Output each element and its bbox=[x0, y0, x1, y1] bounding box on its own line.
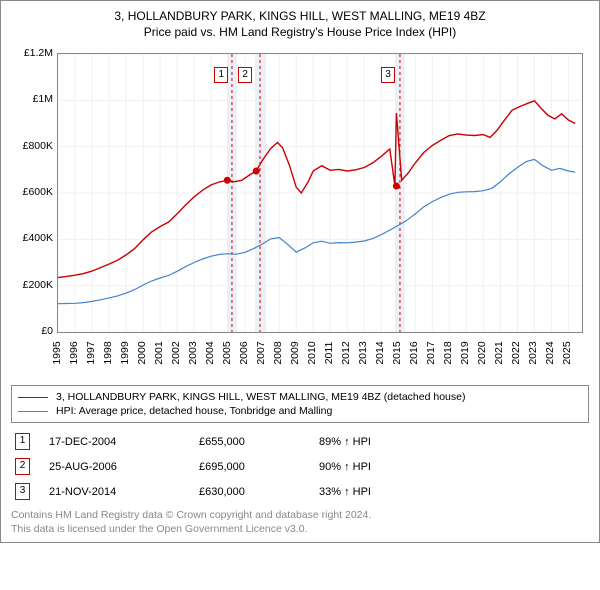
event-id-box: 3 bbox=[15, 483, 30, 500]
x-tick-label: 2024 bbox=[544, 341, 556, 364]
event-price: £655,000 bbox=[199, 436, 309, 448]
y-tick-label: £1M bbox=[11, 93, 53, 105]
x-tick-label: 1998 bbox=[102, 341, 114, 364]
x-tick-label: 2011 bbox=[323, 342, 335, 365]
legend-label: HPI: Average price, detached house, Tonb… bbox=[56, 405, 332, 417]
legend-swatch bbox=[18, 397, 48, 398]
event-price: £695,000 bbox=[199, 461, 309, 473]
x-tick-label: 2016 bbox=[408, 341, 420, 364]
events-table: 1 17-DEC-2004 £655,000 89% ↑ HPI 2 25-AUG-200… bbox=[11, 429, 589, 504]
x-tick-label: 2005 bbox=[221, 341, 233, 364]
sale-dot bbox=[224, 177, 231, 184]
legend-row: 3, HOLLANDBURY PARK, KINGS HILL, WEST MA… bbox=[18, 390, 582, 404]
x-tick-label: 2006 bbox=[238, 341, 250, 364]
y-tick-label: £800K bbox=[11, 140, 53, 152]
event-row: 3 21-NOV-2014 £630,000 33% ↑ HPI bbox=[11, 479, 589, 504]
y-tick-label: £1.2M bbox=[11, 47, 53, 59]
event-date: 21-NOV-2014 bbox=[49, 486, 189, 498]
event-row: 2 25-AUG-2006 £695,000 90% ↑ HPI bbox=[11, 454, 589, 479]
footer-line-1: Contains HM Land Registry data © Crown c… bbox=[11, 508, 589, 522]
event-date: 25-AUG-2006 bbox=[49, 461, 189, 473]
x-tick-label: 2017 bbox=[425, 341, 437, 364]
chart-title: 3, HOLLANDBURY PARK, KINGS HILL, WEST MA… bbox=[11, 9, 589, 23]
event-marker-2: 2 bbox=[238, 67, 252, 83]
sale-dot bbox=[393, 183, 400, 190]
x-tick-label: 2001 bbox=[153, 341, 165, 364]
x-tick-label: 1999 bbox=[119, 341, 131, 364]
sale-dot bbox=[253, 167, 260, 174]
footer-line-2: This data is licensed under the Open Gov… bbox=[11, 522, 589, 536]
x-tick-label: 2003 bbox=[187, 341, 199, 364]
x-tick-label: 2010 bbox=[306, 341, 318, 364]
event-marker-1: 1 bbox=[214, 67, 228, 83]
x-tick-label: 2013 bbox=[357, 341, 369, 364]
plot-region: 12 3 bbox=[57, 53, 583, 333]
x-tick-label: 2002 bbox=[170, 341, 182, 364]
chart-card: 3, HOLLANDBURY PARK, KINGS HILL, WEST MA… bbox=[0, 0, 600, 543]
y-tick-label: £600K bbox=[11, 186, 53, 198]
x-tick-label: 2020 bbox=[476, 341, 488, 364]
x-tick-label: 2019 bbox=[459, 341, 471, 364]
x-tick-label: 2000 bbox=[136, 341, 148, 364]
event-date: 17-DEC-2004 bbox=[49, 436, 189, 448]
y-tick-label: £200K bbox=[11, 279, 53, 291]
x-tick-label: 1995 bbox=[51, 341, 63, 364]
x-tick-label: 2015 bbox=[391, 341, 403, 364]
attribution-footer: Contains HM Land Registry data © Crown c… bbox=[11, 508, 589, 536]
event-id-box: 1 bbox=[15, 433, 30, 450]
x-tick-label: 2008 bbox=[272, 341, 284, 364]
x-tick-label: 2014 bbox=[374, 341, 386, 364]
legend-label: 3, HOLLANDBURY PARK, KINGS HILL, WEST MA… bbox=[56, 391, 465, 403]
event-marker-3: 3 bbox=[381, 67, 395, 83]
event-delta: 90% ↑ HPI bbox=[319, 461, 587, 473]
x-tick-label: 2021 bbox=[493, 341, 505, 364]
x-tick-label: 2012 bbox=[340, 341, 352, 364]
event-price: £630,000 bbox=[199, 486, 309, 498]
event-delta: 33% ↑ HPI bbox=[319, 486, 587, 498]
chart-subtitle: Price paid vs. HM Land Registry's House … bbox=[11, 25, 589, 39]
y-tick-label: £400K bbox=[11, 232, 53, 244]
y-tick-label: £0 bbox=[11, 325, 53, 337]
legend-row: HPI: Average price, detached house, Tonb… bbox=[18, 404, 582, 418]
x-tick-label: 2023 bbox=[527, 341, 539, 364]
x-tick-label: 2004 bbox=[204, 341, 216, 364]
x-tick-label: 1997 bbox=[85, 341, 97, 364]
event-delta: 89% ↑ HPI bbox=[319, 436, 587, 448]
event-row: 1 17-DEC-2004 £655,000 89% ↑ HPI bbox=[11, 429, 589, 454]
x-tick-label: 2025 bbox=[561, 341, 573, 364]
x-tick-label: 2007 bbox=[255, 341, 267, 364]
x-tick-label: 2018 bbox=[442, 341, 454, 364]
legend: 3, HOLLANDBURY PARK, KINGS HILL, WEST MA… bbox=[11, 385, 589, 423]
series-hpi bbox=[58, 159, 575, 303]
x-tick-label: 1996 bbox=[68, 341, 80, 364]
event-id-box: 2 bbox=[15, 458, 30, 475]
series-price_paid bbox=[58, 101, 575, 278]
legend-swatch bbox=[18, 411, 48, 412]
x-tick-label: 2009 bbox=[289, 341, 301, 364]
x-tick-label: 2022 bbox=[510, 341, 522, 364]
chart-area: 12 3 £0 £200K £400K £600K £800K £1M £1.2M 1995 1… bbox=[11, 47, 589, 377]
